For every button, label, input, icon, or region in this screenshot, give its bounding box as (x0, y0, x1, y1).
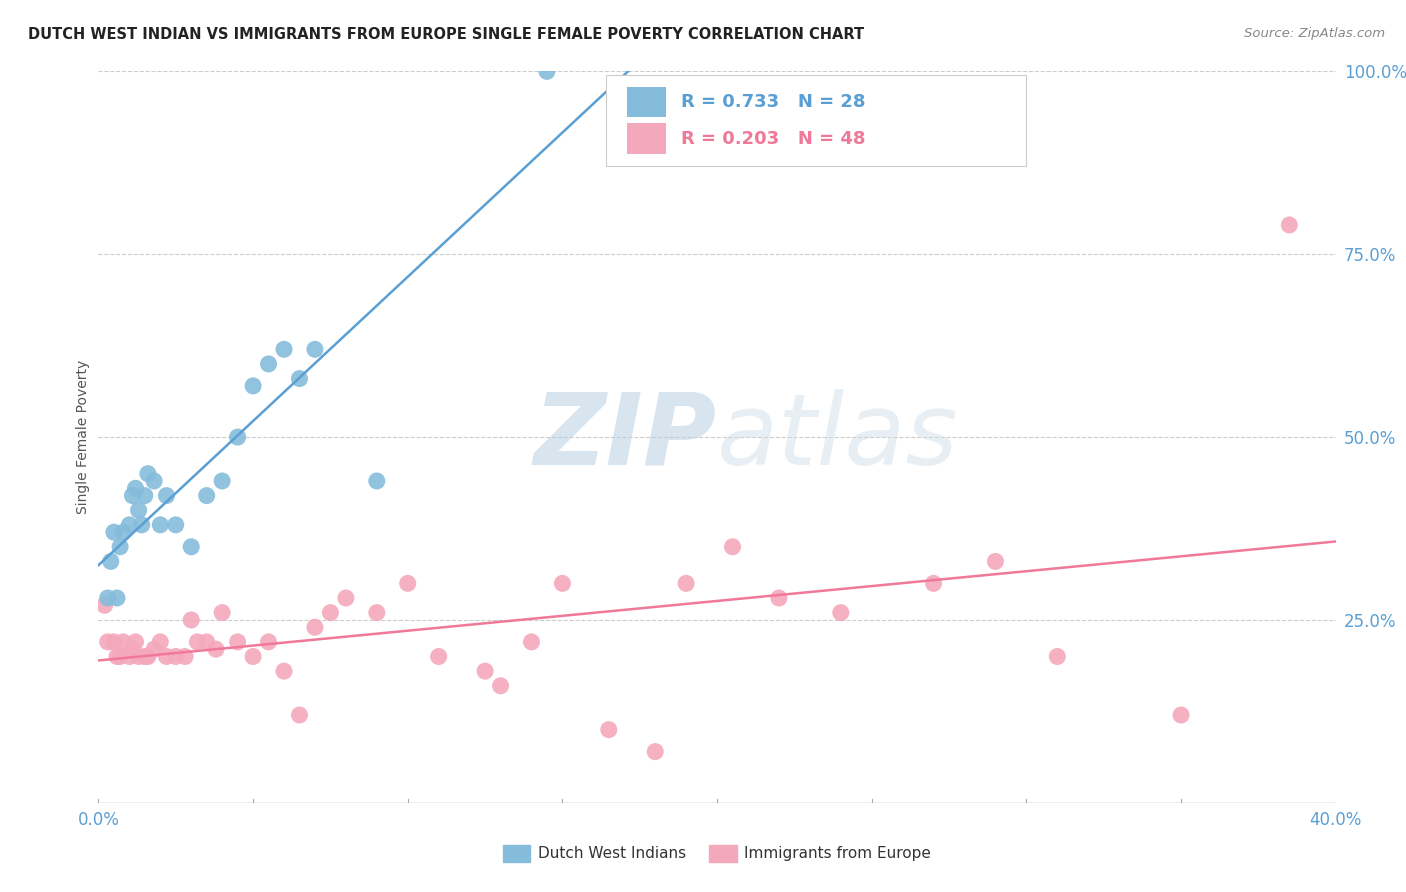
Point (165, 649, 187, 664)
Point (112, 635, 135, 649)
Point (155, 489, 177, 503)
Point (474, 664, 496, 678)
Point (136, 649, 159, 664)
Point (598, 723, 620, 737)
Point (121, 642, 143, 657)
Point (366, 474, 388, 488)
Point (427, 649, 450, 664)
Point (112, 525, 135, 540)
Point (242, 649, 264, 664)
FancyBboxPatch shape (627, 123, 666, 154)
Point (93, 599, 115, 613)
Point (155, 649, 177, 664)
Text: ZIP: ZIP (534, 389, 717, 485)
Point (830, 606, 852, 620)
Point (304, 620, 326, 634)
Point (180, 540, 202, 554)
Point (288, 371, 311, 385)
Point (105, 591, 128, 605)
Text: R = 0.733   N = 28: R = 0.733 N = 28 (681, 93, 866, 112)
Point (143, 642, 166, 657)
Point (186, 635, 208, 649)
Point (100, 554, 122, 568)
Point (103, 635, 125, 649)
Y-axis label: Single Female Poverty: Single Female Poverty (76, 360, 90, 514)
Point (551, 576, 574, 591)
Point (768, 591, 790, 605)
Point (180, 613, 202, 627)
Point (288, 708, 311, 723)
Point (1046, 649, 1069, 664)
Point (226, 635, 249, 649)
Point (1278, 218, 1301, 232)
Point (103, 525, 125, 540)
Point (149, 635, 172, 649)
Legend: Dutch West Indians, Immigrants from Europe: Dutch West Indians, Immigrants from Euro… (496, 838, 938, 868)
Point (489, 679, 512, 693)
Text: R = 0.203   N = 48: R = 0.203 N = 48 (681, 129, 866, 148)
Point (273, 664, 295, 678)
Point (273, 343, 295, 357)
Point (97, 591, 120, 605)
Point (118, 649, 141, 664)
Point (124, 635, 146, 649)
Point (644, 745, 666, 759)
Point (675, 576, 697, 591)
Point (257, 357, 280, 371)
Point (721, 540, 744, 554)
Point (121, 489, 143, 503)
Point (134, 489, 156, 503)
Point (211, 474, 233, 488)
Point (195, 489, 218, 503)
Point (1170, 708, 1192, 723)
Point (304, 343, 326, 357)
Text: atlas: atlas (717, 389, 959, 485)
Point (984, 554, 1007, 568)
Text: Source: ZipAtlas.com: Source: ZipAtlas.com (1244, 27, 1385, 40)
Point (108, 649, 131, 664)
Point (396, 576, 419, 591)
FancyBboxPatch shape (627, 87, 666, 118)
Point (211, 606, 233, 620)
Point (536, 64, 558, 78)
Point (118, 517, 141, 532)
Text: DUTCH WEST INDIAN VS IMMIGRANTS FROM EUROPE SINGLE FEMALE POVERTY CORRELATION CH: DUTCH WEST INDIAN VS IMMIGRANTS FROM EUR… (28, 27, 865, 42)
Point (195, 635, 218, 649)
Point (97, 635, 120, 649)
Point (128, 649, 150, 664)
Point (136, 467, 159, 481)
Point (257, 635, 280, 649)
Point (922, 576, 945, 591)
Point (174, 649, 197, 664)
Point (242, 379, 264, 393)
Point (165, 517, 187, 532)
Point (134, 649, 156, 664)
Point (128, 503, 150, 517)
Point (366, 606, 388, 620)
Point (131, 517, 153, 532)
Point (520, 635, 543, 649)
Point (108, 540, 131, 554)
Point (205, 642, 228, 657)
FancyBboxPatch shape (606, 75, 1026, 167)
Point (143, 474, 166, 488)
Point (226, 430, 249, 444)
Point (335, 591, 357, 605)
Point (319, 606, 342, 620)
Point (124, 481, 146, 495)
Point (149, 517, 172, 532)
Point (105, 649, 128, 664)
